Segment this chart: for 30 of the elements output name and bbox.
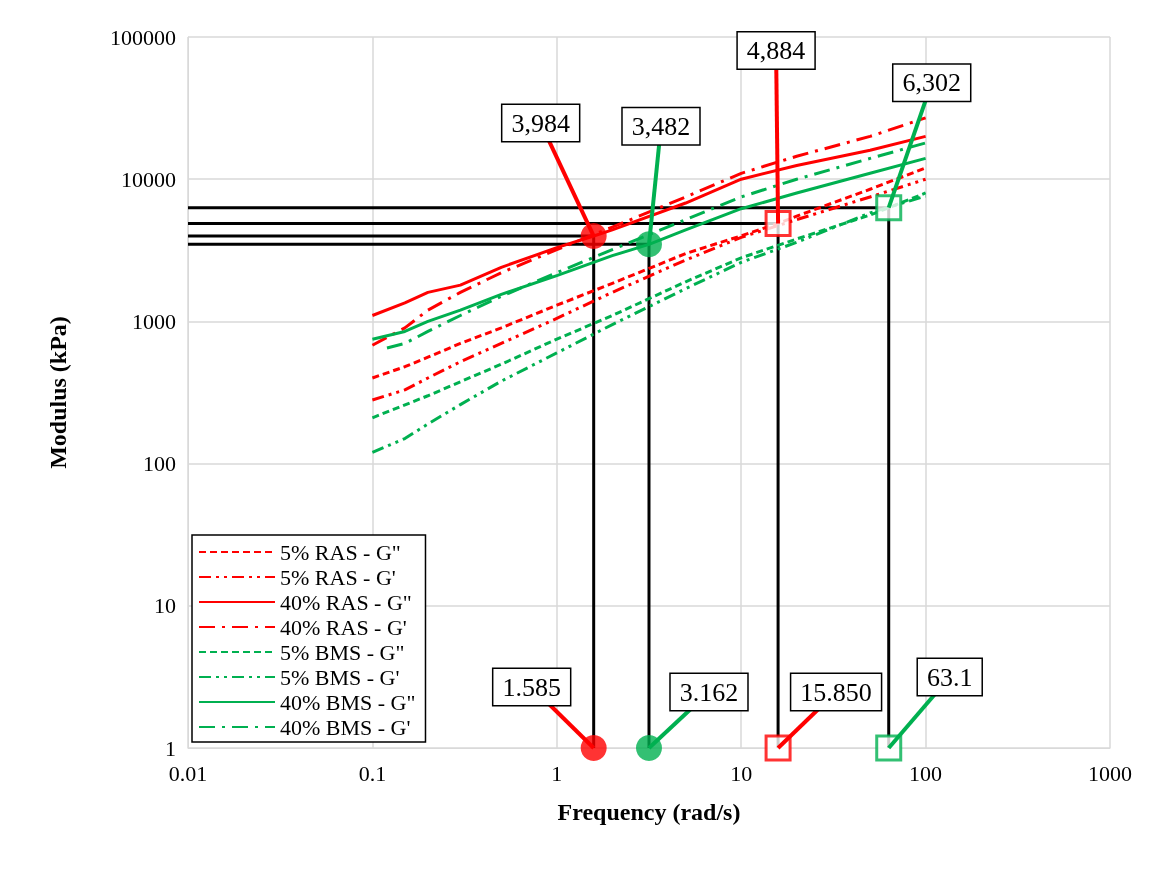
annotation: 3.162 — [679, 677, 739, 707]
y-tick-label: 1 — [165, 735, 176, 761]
legend-label: 5% RAS - G' — [280, 564, 396, 590]
y-tick-label: 10000 — [121, 166, 176, 192]
legend-label: 40% BMS - G" — [280, 689, 416, 715]
y-tick-label: 1000 — [132, 308, 176, 334]
annotation: 4,884 — [746, 35, 806, 65]
x-tick-label: 1000 — [1088, 760, 1132, 786]
legend-label: 40% RAS - G" — [280, 589, 412, 615]
legend-label: 5% BMS - G" — [280, 639, 405, 665]
x-tick-label: 10 — [730, 760, 753, 786]
x-tick-label: 100 — [909, 760, 943, 786]
annotation: 15.850 — [800, 677, 872, 707]
y-tick-label: 10 — [154, 593, 176, 619]
annotation: 6,302 — [902, 68, 961, 98]
legend-label: 40% RAS - G' — [280, 614, 407, 640]
y-tick-label: 100000 — [110, 24, 176, 50]
x-tick-label: 0.1 — [358, 760, 387, 786]
x-tick-label: 1 — [551, 760, 563, 786]
annotation: 3,482 — [631, 111, 691, 141]
y-axis-title: Modulus (kPa) — [45, 316, 71, 469]
legend-label: 5% BMS - G' — [280, 664, 400, 690]
annotation: 63.1 — [926, 662, 973, 692]
x-tick-label: 0.01 — [168, 760, 208, 786]
annotation: 3,984 — [511, 108, 570, 138]
x-axis-title: Frequency (rad/s) — [557, 799, 741, 825]
legend-label: 40% BMS - G' — [280, 714, 411, 740]
legend-label: 5% RAS - G" — [280, 539, 401, 565]
annotation: 1.585 — [502, 672, 561, 702]
y-tick-label: 100 — [143, 451, 176, 477]
